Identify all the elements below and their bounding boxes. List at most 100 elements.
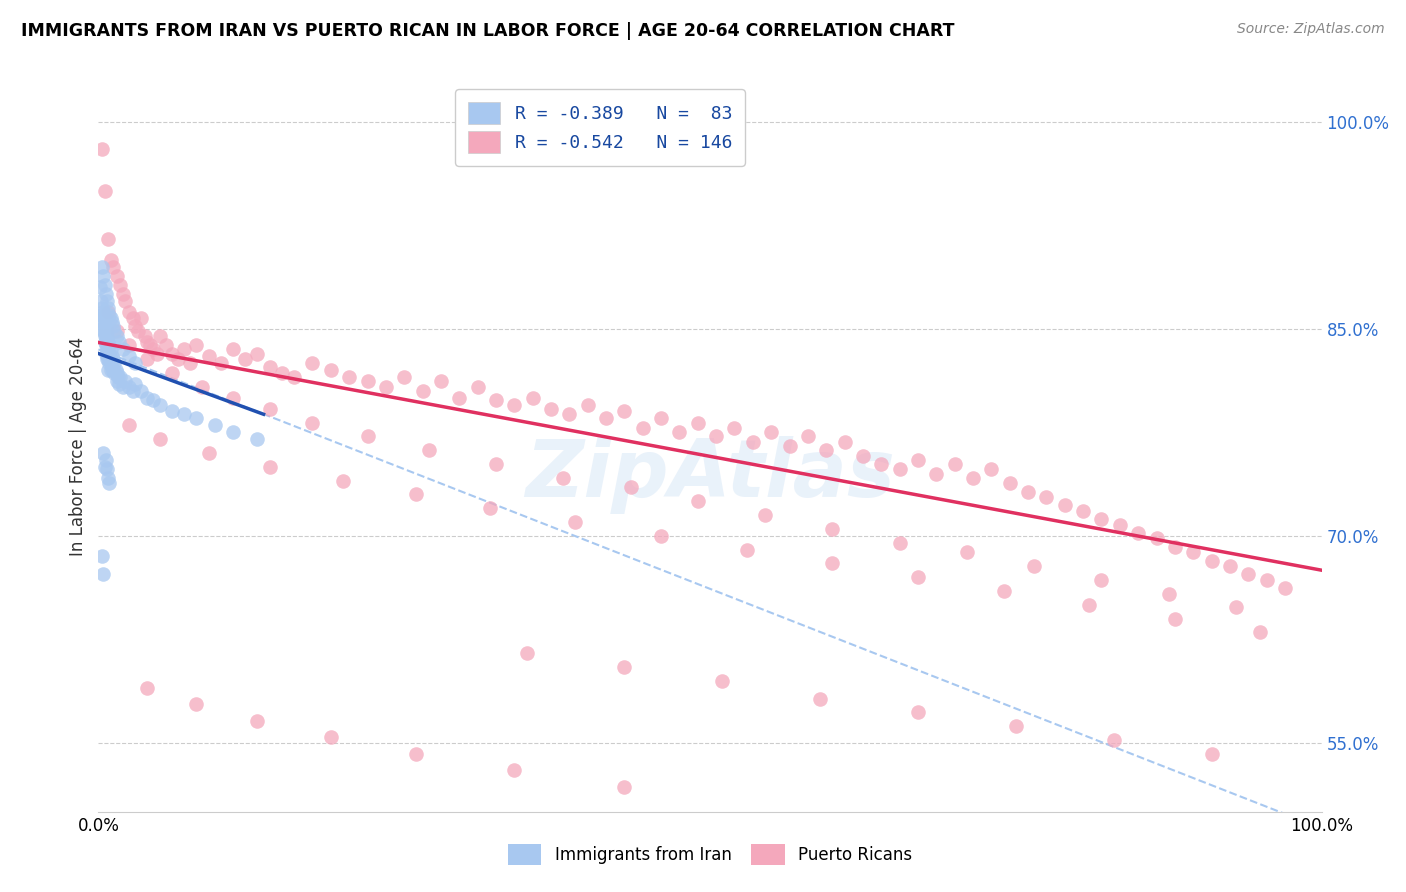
Point [907,570,929,584]
Point [686,494,709,508]
Point [118,379,141,393]
Point [283,370,305,384]
Point [779,439,801,453]
Y-axis label: In Labor Force | Age 20-64: In Labor Force | Age 20-64 [69,336,87,556]
Point [93,184,115,198]
Point [101,352,124,367]
Point [522,391,544,405]
Point [107,370,129,384]
Point [1090,573,1112,587]
Point [124,318,146,333]
Point [110,277,132,292]
Point [105,374,128,388]
Point [1201,553,1223,567]
Point [1237,567,1260,582]
Point [160,404,183,418]
Point [105,269,128,284]
Point [405,487,427,501]
Point [503,764,526,778]
Point [94,328,117,343]
Point [149,398,172,412]
Point [485,457,508,471]
Point [1108,517,1130,532]
Point [332,474,354,488]
Point [619,480,641,494]
Point [101,363,124,377]
Point [91,301,114,315]
Point [246,346,269,360]
Point [808,691,831,706]
Point [392,370,416,384]
Point [173,343,195,357]
Point [704,429,727,443]
Point [101,315,124,329]
Point [136,391,159,405]
Point [246,432,269,446]
Point [98,338,121,352]
Point [1102,733,1125,747]
Point [160,346,183,360]
Point [962,471,984,485]
Point [127,325,149,339]
Point [97,335,120,350]
Point [209,356,232,370]
Point [186,411,208,425]
Point [129,384,152,398]
Point [1274,581,1296,595]
Point [96,462,118,476]
Point [93,318,115,333]
Point [96,352,118,367]
Point [631,421,654,435]
Point [96,343,118,357]
Legend: Immigrants from Iran, Puerto Ricans: Immigrants from Iran, Puerto Ricans [499,836,921,873]
Point [111,343,134,357]
Point [650,411,672,425]
Point [1256,573,1278,587]
Point [179,356,201,370]
Point [96,335,118,350]
Point [97,305,120,319]
Point [91,260,114,274]
Point [121,310,143,325]
Point [301,416,323,430]
Point [1128,525,1150,540]
Point [100,352,122,367]
Point [98,346,121,360]
Point [97,471,120,485]
Point [91,305,114,319]
Point [1225,600,1247,615]
Point [93,310,115,325]
Point [118,349,141,363]
Point [139,338,162,352]
Point [186,338,208,352]
Point [118,418,141,433]
Point [89,280,111,294]
Point [96,294,118,309]
Point [100,363,122,377]
Point [711,673,734,688]
Point [222,343,245,357]
Point [173,407,195,421]
Point [1219,559,1241,574]
Point [1164,611,1187,625]
Point [204,418,226,433]
Point [301,356,323,370]
Point [97,363,120,377]
Point [90,308,112,322]
Point [1182,545,1205,559]
Point [94,346,117,360]
Point [356,374,378,388]
Point [613,660,636,674]
Point [100,252,122,267]
Point [94,338,117,352]
Point [160,366,183,380]
Point [91,315,114,329]
Point [91,446,114,460]
Point [124,356,146,370]
Point [754,508,776,522]
Point [889,535,911,549]
Point [907,452,929,467]
Point [1078,598,1101,612]
Point [374,379,396,393]
Point [111,287,134,301]
